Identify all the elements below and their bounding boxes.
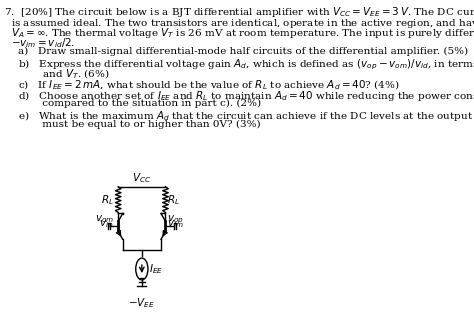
Text: compared to the situation in part c). (2%): compared to the situation in part c). (2… bbox=[26, 99, 261, 108]
Text: $R_L$: $R_L$ bbox=[167, 193, 180, 207]
Text: $-V_{EE}$: $-V_{EE}$ bbox=[128, 296, 155, 310]
Text: $-v_{im} = v_{id}/2$.: $-v_{im} = v_{id}/2$. bbox=[11, 36, 75, 50]
Text: $v_{om}$: $v_{om}$ bbox=[95, 214, 114, 225]
Text: b)   Express the differential voltage gain $A_d$, which is defined as $(v_{op} -: b) Express the differential voltage gain… bbox=[18, 57, 474, 72]
Text: a)   Draw small-signal differential-mode half circuits of the differential ampli: a) Draw small-signal differential-mode h… bbox=[18, 47, 468, 56]
Text: $V_{CC}$: $V_{CC}$ bbox=[132, 171, 152, 185]
Text: e)   What is the maximum $A_d$ that the circuit can achieve if the DC levels at : e) What is the maximum $A_d$ that the ci… bbox=[18, 109, 474, 124]
Text: $R_L$: $R_L$ bbox=[101, 193, 114, 207]
Text: and $V_T$. (6%): and $V_T$. (6%) bbox=[26, 68, 109, 81]
Text: must be equal to or higher than 0V? (3%): must be equal to or higher than 0V? (3%) bbox=[26, 120, 261, 129]
Text: $V_A = \infty$. The thermal voltage $V_T$ is 26 mV at room temperature. The inpu: $V_A = \infty$. The thermal voltage $V_T… bbox=[11, 26, 474, 41]
Text: 7.  [20%] The circuit below is a BJT differential amplifier with $V_{CC} = V_{EE: 7. [20%] The circuit below is a BJT diff… bbox=[4, 5, 474, 19]
Text: d)   Choose another set of $I_{EE}$ and $R_L$ to maintain $A_d = 40$ while reduc: d) Choose another set of $I_{EE}$ and $R… bbox=[18, 89, 474, 103]
Text: is assumed ideal. The two transistors are identical, operate in the active regio: is assumed ideal. The two transistors ar… bbox=[11, 16, 474, 30]
Text: c)   If $I_{EE} = 2\,mA$, what should be the value of $R_L$ to achieve $A_d = 40: c) If $I_{EE} = 2\,mA$, what should be t… bbox=[18, 78, 400, 92]
Text: $v_{ip}$: $v_{ip}$ bbox=[100, 218, 114, 230]
Text: $I_{EE}$: $I_{EE}$ bbox=[149, 262, 164, 276]
Text: $v_{op}$: $v_{op}$ bbox=[167, 213, 184, 226]
Text: $v_{im}$: $v_{im}$ bbox=[167, 218, 184, 230]
